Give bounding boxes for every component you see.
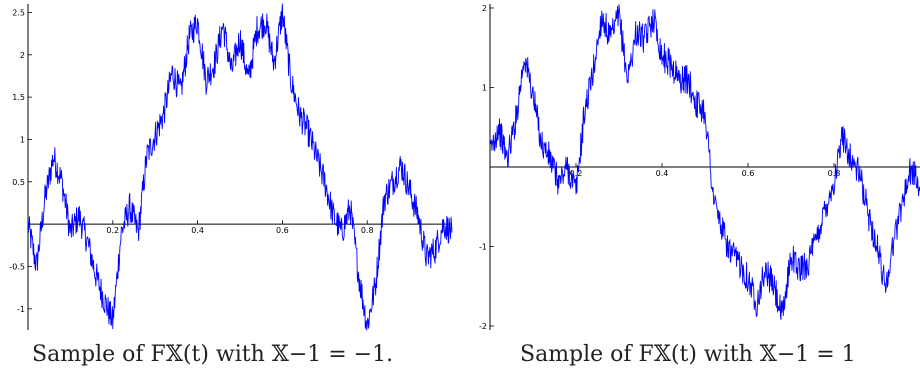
x-tick-label: 0.8 (361, 226, 374, 235)
chart-right: -2 -1 1 2 0.2 0.4 0.6 0.8 (478, 0, 920, 335)
x-tick-label: 0.2 (570, 169, 583, 178)
y-tick-label: -1 (479, 243, 487, 252)
y-tick-label: 1.5 (12, 93, 25, 102)
y-tick-label: 2 (20, 51, 25, 60)
y-tick-label: -2 (479, 322, 487, 331)
series-line (489, 4, 920, 321)
chart-left-svg: -1 -0.5 0.5 1 1.5 2 2.5 0.2 0.4 0.6 0.8 (9, 3, 453, 331)
x-tick-label: 0.4 (191, 226, 204, 235)
series-line (27, 3, 453, 331)
x-tick-label: 0.2 (106, 226, 119, 235)
y-tick-label: -0.5 (9, 262, 25, 271)
y-tick-label: 2 (482, 4, 487, 13)
y-tick-label: -1 (17, 305, 25, 314)
caption-right: Sample of F𝕏(t) with 𝕏−1 = 1 (520, 342, 856, 367)
chart-right-svg: -2 -1 1 2 0.2 0.4 0.6 0.8 (479, 4, 920, 331)
caption-left: Sample of F𝕏(t) with 𝕏−1 = −1. (32, 342, 394, 367)
y-tick-label: 1 (20, 135, 25, 144)
y-tick-label: 1 (482, 83, 487, 92)
x-tick-label: 0.6 (742, 169, 755, 178)
y-tick-label: 2.5 (12, 8, 25, 17)
x-tick-label: 0.8 (828, 169, 841, 178)
chart-left: -1 -0.5 0.5 1 1.5 2 2.5 0.2 0.4 0.6 0.8 (0, 0, 460, 335)
y-tick-label: 0.5 (12, 178, 25, 187)
x-tick-label: 0.6 (276, 226, 289, 235)
x-tick-label: 0.4 (656, 169, 669, 178)
